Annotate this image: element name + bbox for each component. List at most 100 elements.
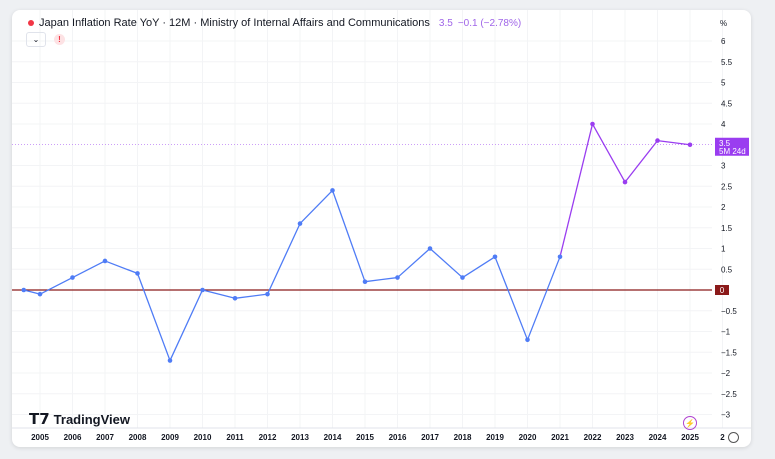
x-tick-label: 2006 <box>64 433 82 442</box>
data-point <box>590 121 595 127</box>
y-tick-label: 2 <box>721 203 726 212</box>
series-segment <box>72 260 106 279</box>
series-segment <box>202 289 236 299</box>
series-segment <box>591 123 626 183</box>
x-tick-label: 2019 <box>486 433 504 442</box>
data-point <box>200 287 205 293</box>
y-tick-label: 2.5 <box>721 182 733 191</box>
tv-logo-icon: 𝗧𝟳 <box>29 411 50 428</box>
x-tick-label: 2023 <box>616 433 634 442</box>
series-segment <box>624 140 659 183</box>
x-tick-label: 2018 <box>454 433 472 442</box>
series-segment <box>364 276 398 283</box>
y-tick-label: −0.5 <box>721 307 737 316</box>
y-unit-label: % <box>720 19 727 28</box>
series-segment <box>39 276 73 295</box>
data-point <box>330 188 335 193</box>
y-tick-label: 6 <box>721 37 726 46</box>
series-segment <box>104 260 138 275</box>
x-tick-label: 2012 <box>259 433 277 442</box>
x-tick-label: 2009 <box>161 433 179 442</box>
series-segment <box>494 256 529 341</box>
last-value: 3.5 <box>438 17 453 29</box>
data-point <box>232 296 238 301</box>
y-tick-label: −2 <box>721 369 731 378</box>
series-segment <box>169 289 204 361</box>
data-point <box>362 279 368 285</box>
data-point <box>460 275 465 280</box>
price-label-bg <box>715 137 749 156</box>
data-point <box>427 246 433 251</box>
x-tick-label: 2017 <box>421 433 439 442</box>
data-point <box>70 275 75 280</box>
price-label-value: 3.5 <box>719 139 731 148</box>
x-tick-label: 2013 <box>291 433 309 442</box>
data-point <box>655 138 660 143</box>
y-tick-label: 4 <box>721 120 726 129</box>
collapse-chevron-icon[interactable]: ⌄ <box>26 32 46 47</box>
series-segment <box>299 189 333 225</box>
y-tick-label: 3 <box>721 162 726 171</box>
y-tick-label: 1.5 <box>721 224 733 233</box>
x-tick-label: 2021 <box>551 433 569 442</box>
series-segment <box>462 256 496 279</box>
x-tick-label: 2024 <box>649 433 667 442</box>
series-segment <box>657 139 691 146</box>
symbol-title[interactable]: Japan Inflation Rate YoY · 12M · Ministr… <box>39 17 430 29</box>
x-tick-label: 2007 <box>96 433 114 442</box>
chart-svg[interactable]: % 6 5.5 5 4.5 4 3 2.5 2 1.5 1 0.5 −0.5 −1 −1.5 −2 −2.5 −3… <box>12 10 751 447</box>
data-point <box>37 291 43 297</box>
x-tick-label: 2016 <box>389 433 407 442</box>
data-point <box>525 337 530 343</box>
data-point <box>135 271 140 276</box>
series-segment <box>331 190 366 282</box>
x-tick-label: 2020 <box>519 433 537 442</box>
data-point <box>395 275 400 280</box>
series-segment <box>23 289 41 295</box>
price-label-countdown: 5M 24d <box>719 147 746 156</box>
lightning-icon[interactable]: ⚡ <box>683 416 697 430</box>
x-tick-label: 2022 <box>584 433 602 442</box>
y-tick-label: 5.5 <box>721 58 733 67</box>
series-segment <box>234 293 268 299</box>
x-tick-label: 2011 <box>226 433 244 442</box>
series-segment <box>559 123 594 257</box>
y-tick-label: −3 <box>721 411 731 420</box>
x-tick-label: 2005 <box>31 433 49 442</box>
warning-icon[interactable]: ! <box>54 34 65 45</box>
settings-gear-icon[interactable] <box>728 432 739 443</box>
tradingview-logo[interactable]: 𝗧𝟳 TradingView <box>29 411 131 428</box>
y-tick-label: −1.5 <box>721 348 737 357</box>
data-point <box>265 291 270 297</box>
y-tick-label: 0.5 <box>721 265 733 274</box>
data-point <box>102 258 108 264</box>
x-tick-label: 2008 <box>129 433 147 442</box>
change-value: −0.1 (−2.78%) <box>457 17 522 29</box>
x-tick-label: 2025 <box>681 433 699 442</box>
status-dot-icon <box>28 20 34 26</box>
series-segment <box>266 223 301 295</box>
data-point <box>167 358 173 363</box>
series-segment <box>429 248 463 279</box>
y-tick-label: 5 <box>721 79 726 88</box>
data-point <box>557 254 563 260</box>
series-segment <box>397 248 431 279</box>
zero-label-bg <box>715 285 729 295</box>
y-tick-label: −1 <box>721 328 731 337</box>
legend: Japan Inflation Rate YoY · 12M · Ministr… <box>28 17 521 29</box>
chart-card: % 6 5.5 5 4.5 4 3 2.5 2 1.5 1 0.5 −0.5 −1 −1.5 −2 −2.5 −3… <box>12 10 751 447</box>
data-point <box>492 254 498 260</box>
x-tick-label: 2010 <box>194 433 212 442</box>
x-tick-label: 2 <box>720 433 725 442</box>
series-segment <box>526 256 561 341</box>
y-tick-label: −2.5 <box>721 390 737 399</box>
y-tick-label: 1 <box>721 245 726 254</box>
data-point <box>622 179 628 185</box>
series-segment <box>136 273 171 361</box>
x-tick-label: 2014 <box>324 433 342 442</box>
data-point <box>21 287 27 293</box>
zero-label: 0 <box>720 286 725 295</box>
data-point <box>687 142 693 148</box>
data-point <box>297 221 303 226</box>
y-tick-label: 4.5 <box>721 99 733 108</box>
